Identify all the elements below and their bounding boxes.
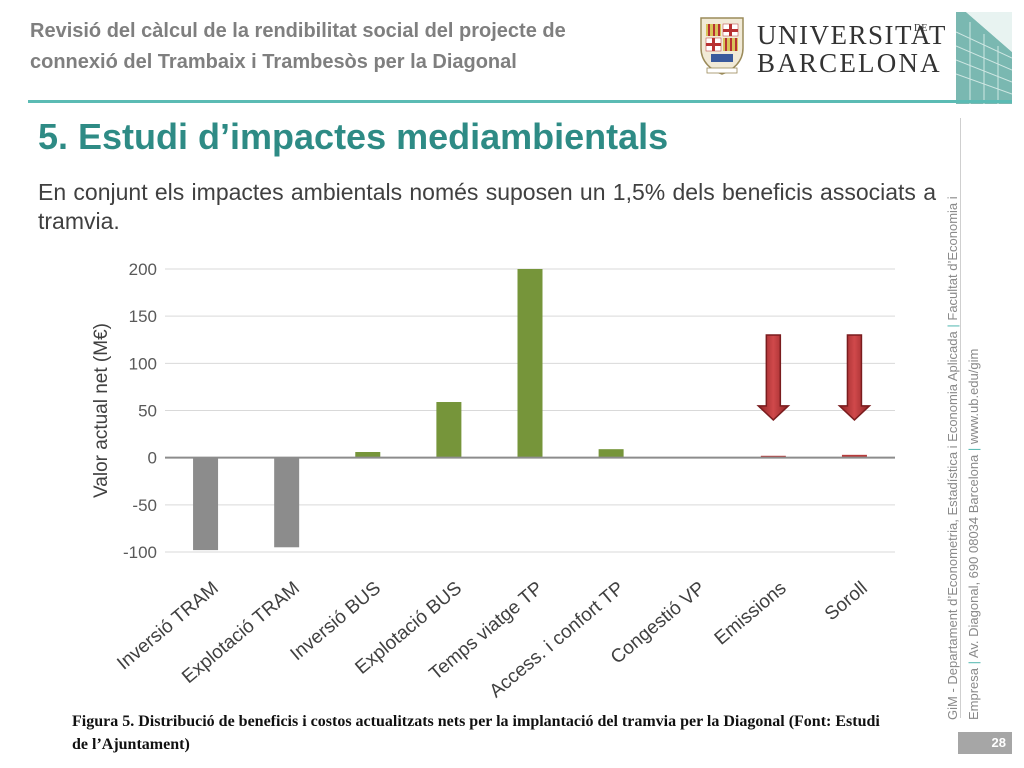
header-divider: [28, 100, 1012, 103]
bar-explotaci-bus: [436, 402, 462, 458]
university-logo: UNIVERSITAT DE BARCELONA: [697, 12, 945, 80]
y-tick-label: -100: [123, 543, 157, 562]
bar-inversi-bus: [355, 452, 381, 458]
x-tick-label: Emissions: [711, 578, 791, 650]
footer-website-link[interactable]: www.ub.edu/gim: [966, 348, 981, 445]
header-title-line2: connexió del Trambaix i Trambesòs per la…: [30, 51, 517, 73]
x-tick-label: Soroll: [821, 578, 872, 625]
logo-word-universitat: UNIVERSITAT: [757, 20, 947, 50]
page-number: 28: [958, 732, 1012, 754]
footer-separator: |: [945, 324, 960, 328]
side-divider: [960, 118, 961, 718]
y-tick-label: 100: [129, 354, 157, 373]
x-tick-label: Access. i confort TP: [486, 578, 629, 702]
footer-department: GiM - Departament d’Econometria, Estadís…: [945, 331, 960, 720]
bar-inversi-tram: [193, 457, 219, 551]
footer-address: Av. Diagonal, 690 08034 Barcelona: [966, 454, 981, 659]
header-title-line1: Revisió del càlcul de la rendibilitat so…: [30, 20, 566, 42]
y-axis-label: Valor actual net (M€): [91, 323, 112, 498]
bar-access-i-confort-tp: [598, 449, 624, 458]
footer-faculty: Facultat d’Economia i: [945, 196, 960, 321]
down-arrow-icon: [756, 334, 791, 421]
building-photo-image: [956, 12, 1012, 104]
slide-title: 5. Estudi d’impactes mediambientals: [38, 116, 669, 157]
side-footer: GiM - Departament d’Econometria, Estadís…: [942, 116, 1004, 720]
slide-subtitle: En conjunt els impactes ambientals només…: [38, 179, 936, 234]
footer-faculty-cont: Empresa: [966, 667, 981, 720]
university-seal-icon: [700, 17, 744, 75]
logo-word-barcelona: BARCELONA: [757, 48, 942, 78]
y-tick-label: 50: [138, 402, 157, 421]
y-tick-label: 0: [148, 449, 157, 468]
bar-temps-viatge-tp: [517, 269, 543, 458]
y-tick-label: 200: [129, 260, 157, 279]
logo-word-de: DE: [914, 23, 928, 34]
y-tick-label: -50: [132, 496, 157, 515]
y-tick-label: 150: [129, 307, 157, 326]
header-title: Revisió del càlcul de la rendibilitat so…: [30, 16, 670, 78]
footer-separator: |: [966, 447, 981, 452]
bar-explotaci-tram: [274, 457, 300, 548]
footer-separator: |: [966, 660, 981, 665]
bar-soroll: [841, 454, 867, 458]
down-arrow-icon: [837, 334, 872, 421]
figure-caption: Figura 5. Distribució de beneficis i cos…: [72, 713, 880, 753]
